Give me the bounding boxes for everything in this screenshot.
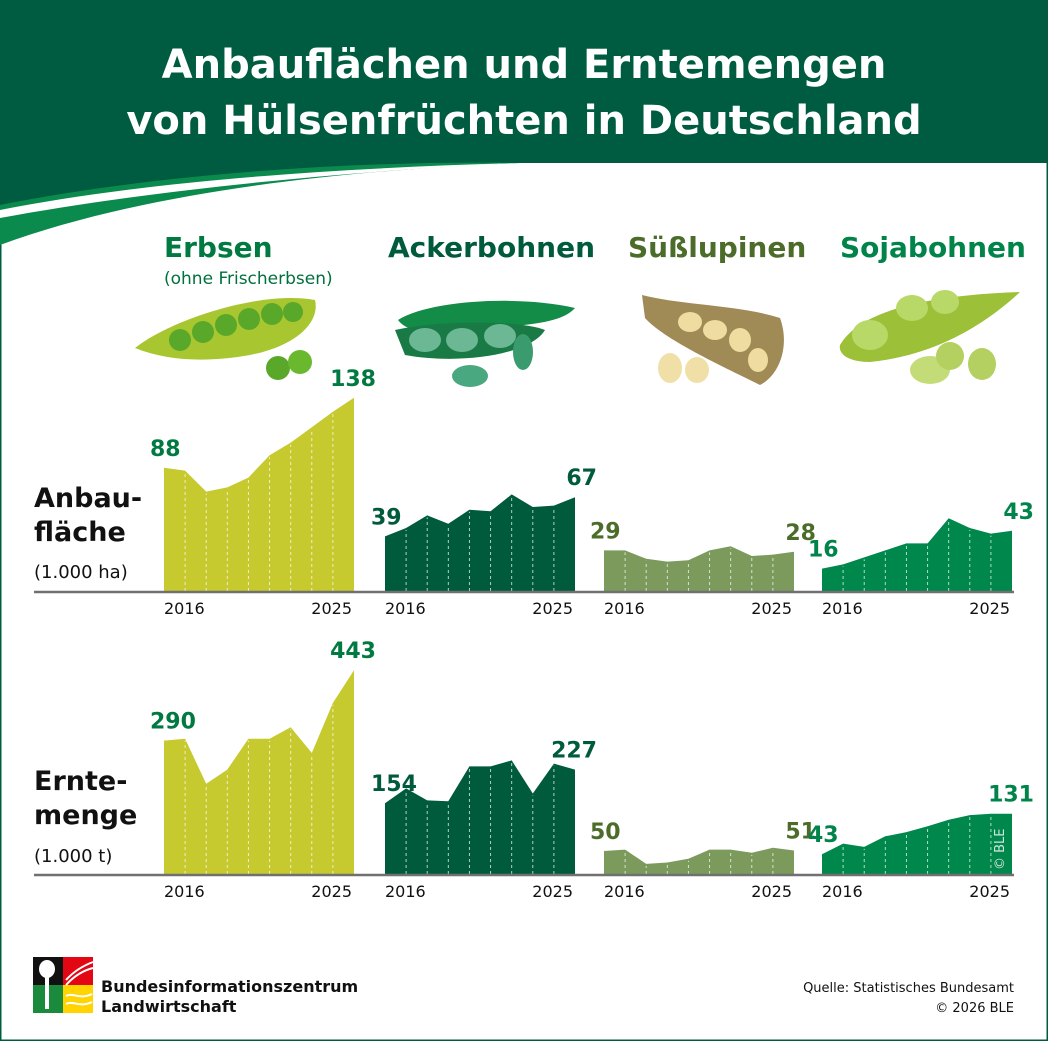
tick-label-end: 2025 <box>969 882 1010 901</box>
row-label: Anbau- <box>34 483 142 514</box>
charts: Anbau-fläche (1.000 ha) 88 138 2016 2025 39 67 2… <box>34 367 1034 901</box>
title-line-2: von Hülsenfrüchten in Deutschland <box>126 98 921 144</box>
soybean-pod-icon <box>839 290 1020 384</box>
tick-label-start: 2016 <box>164 882 205 901</box>
last-value-label: 131 <box>988 783 1034 808</box>
first-value-label: 88 <box>150 437 181 462</box>
area-ackerbohnen <box>385 760 575 874</box>
last-value-label: 227 <box>551 739 597 764</box>
crop-name: Süßlupinen <box>628 231 806 264</box>
row-label: Ernte- <box>34 766 127 797</box>
logo-text-line-2: Landwirtschaft <box>101 997 237 1016</box>
crop-name: Erbsen <box>164 231 273 264</box>
area-ackerbohnen <box>385 494 575 591</box>
last-value-label: 67 <box>566 466 597 491</box>
tick-label-start: 2016 <box>604 882 645 901</box>
first-value-label: 154 <box>371 772 417 797</box>
crop-note: (ohne Frischerbsen) <box>164 269 333 289</box>
last-value-label: 443 <box>330 639 376 664</box>
pea-pod-icon <box>135 298 316 380</box>
first-value-label: 39 <box>371 505 402 530</box>
field-bean-pod-icon <box>395 300 575 387</box>
tick-label-end: 2025 <box>532 882 573 901</box>
crop-name: Ackerbohnen <box>388 231 595 264</box>
tick-label-end: 2025 <box>532 599 573 618</box>
tick-label-end: 2025 <box>311 882 352 901</box>
lupin-pod-icon <box>642 295 784 385</box>
row-label: (1.000 ha) <box>34 562 128 583</box>
tick-label-end: 2025 <box>311 599 352 618</box>
first-value-label: 29 <box>590 519 621 544</box>
crop-illustrations <box>135 290 1020 387</box>
first-value-label: 16 <box>808 538 839 563</box>
area-süßlupinen <box>604 847 794 874</box>
logo-text-line-1: Bundesinformationszentrum <box>101 977 358 996</box>
watermark: © BLE <box>993 828 1008 870</box>
crop-name: Sojabohnen <box>840 231 1026 264</box>
last-value-label: 28 <box>785 521 816 546</box>
chart-erntemenge: Ernte-menge (1.000 t) 290 443 2016 2025 154 227… <box>34 639 1034 901</box>
row-label: fläche <box>34 517 126 548</box>
tick-label-start: 2016 <box>164 599 205 618</box>
copyright-text: © 2026 BLE <box>935 1001 1014 1016</box>
tick-label-end: 2025 <box>751 882 792 901</box>
area-erbsen <box>164 397 354 591</box>
area-erbsen <box>164 670 354 874</box>
area-süßlupinen <box>604 546 794 591</box>
tick-label-end: 2025 <box>969 599 1010 618</box>
ble-logo <box>33 957 94 1013</box>
tick-label-start: 2016 <box>385 599 426 618</box>
tick-label-start: 2016 <box>822 599 863 618</box>
last-value-label: 43 <box>1003 500 1034 525</box>
tick-label-start: 2016 <box>385 882 426 901</box>
first-value-label: 290 <box>150 710 196 735</box>
area-sojabohnen <box>822 813 1012 874</box>
tick-label-start: 2016 <box>604 599 645 618</box>
row-label: (1.000 t) <box>34 846 112 867</box>
row-label: menge <box>34 800 137 831</box>
last-value-label: 138 <box>330 367 376 392</box>
tick-label-end: 2025 <box>751 599 792 618</box>
title-line-1: Anbauflächen und Erntemengen <box>162 42 887 88</box>
first-value-label: 43 <box>808 823 839 848</box>
crop-headers: Erbsen (ohne Frischerbsen) Ackerbohnen Süßl… <box>164 231 1026 289</box>
tick-label-start: 2016 <box>822 882 863 901</box>
first-value-label: 50 <box>590 820 621 845</box>
source-text: Quelle: Statistisches Bundesamt <box>803 981 1014 996</box>
chart-anbauflaeche: Anbau-fläche (1.000 ha) 88 138 2016 2025 39 67 2… <box>34 367 1034 618</box>
area-sojabohnen <box>822 518 1012 591</box>
last-value-label: 51 <box>785 820 816 845</box>
